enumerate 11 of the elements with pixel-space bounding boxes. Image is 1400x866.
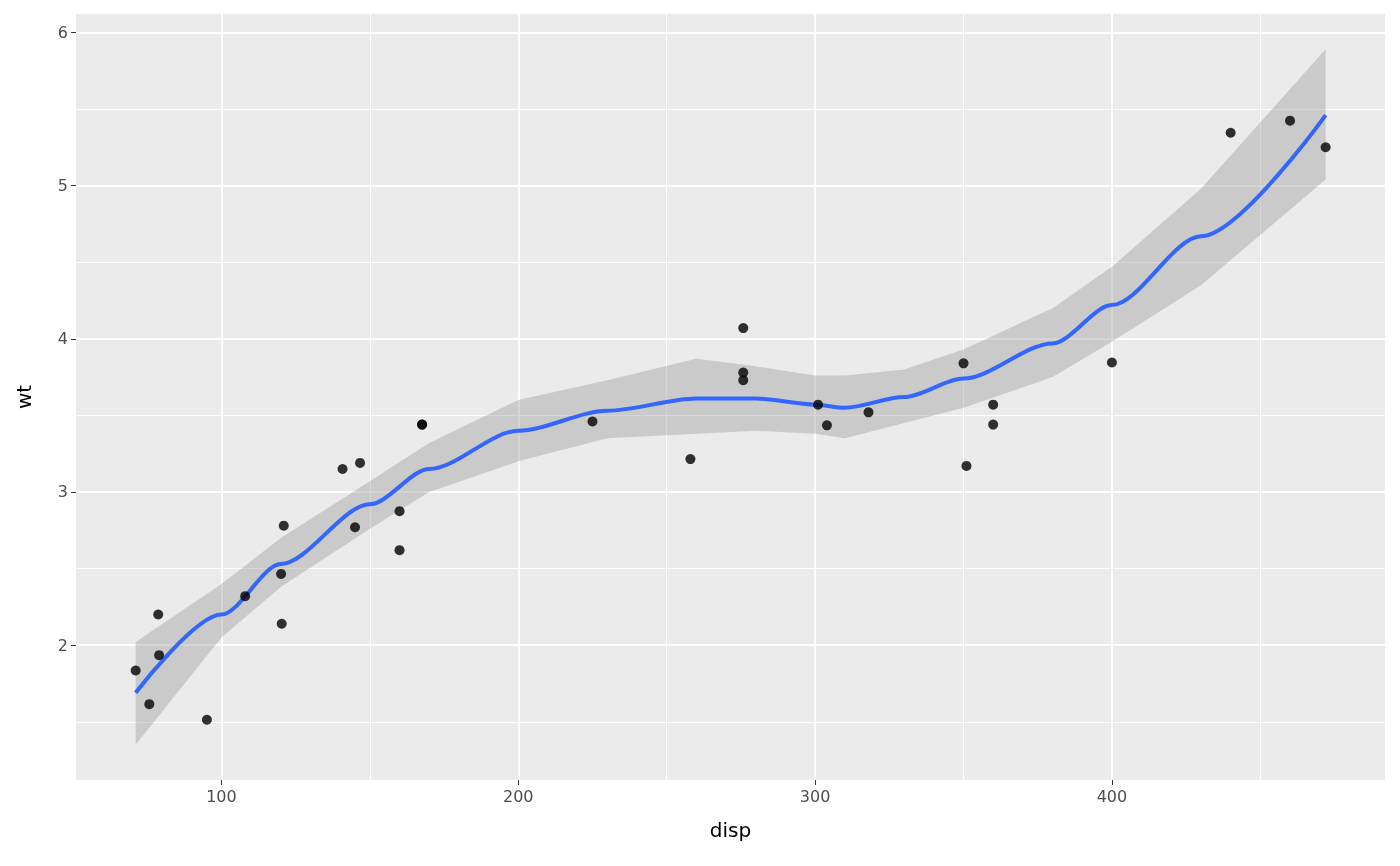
y-tick-label: 5 [57, 176, 68, 196]
y-tick-label: 6 [57, 22, 68, 42]
y-axis-title: wt [12, 384, 36, 410]
y-tick-label: 2 [57, 635, 68, 655]
x-tick-label: 100 [206, 786, 237, 806]
x-tick-label: 300 [799, 786, 831, 806]
y-tick-label: 4 [57, 329, 68, 349]
x-axis-title: disp [709, 818, 752, 842]
x-tick-label: 200 [503, 786, 534, 806]
y-tick-label: 3 [57, 482, 68, 502]
x-tick-label: 400 [1096, 786, 1128, 806]
